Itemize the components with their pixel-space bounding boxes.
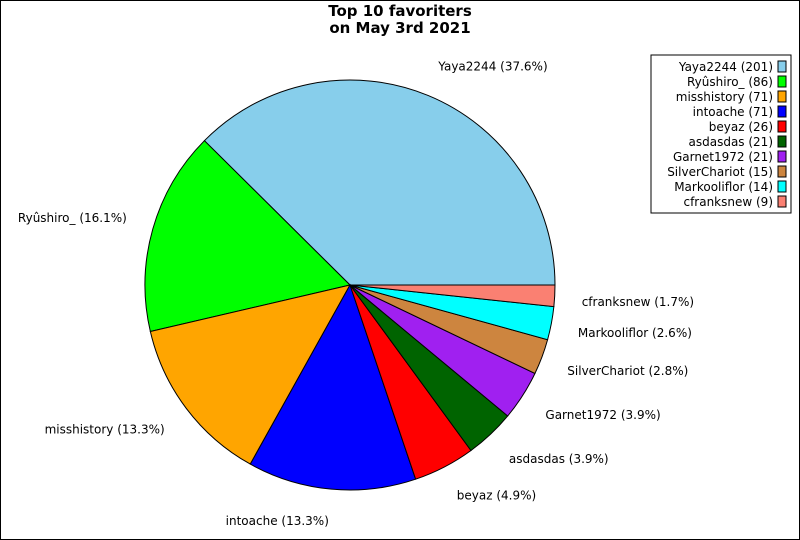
slice-label-asdasdas: asdasdas (3.9%) [509, 452, 609, 466]
slice-label-intoache: intoache (13.3%) [226, 514, 329, 528]
legend: Yaya2244 (201)Ryûshiro_ (86)misshistory … [650, 54, 792, 214]
legend-swatch-garnet1972 [777, 150, 787, 163]
legend-label-intoache: intoache (71) [693, 105, 773, 119]
legend-swatch-silverchariot [777, 165, 787, 178]
legend-swatch-misshistory [777, 90, 787, 103]
legend-box [650, 54, 792, 214]
pie-slice-intoache [249, 283, 417, 491]
pie-slice-misshistory [149, 284, 351, 465]
chart-title-line-2: on May 3rd 2021 [329, 19, 471, 37]
legend-label-silverchariot: SilverChariot (15) [667, 165, 773, 179]
slice-label-beyaz: beyaz (4.9%) [457, 489, 536, 503]
legend-label-misshistory: misshistory (71) [676, 90, 773, 104]
legend-label-ryushiro: Ryûshiro_ (86) [687, 75, 773, 89]
pie-slices [144, 79, 556, 491]
legend-label-cfranksnew: cfranksnew (9) [683, 195, 773, 209]
legend-label-markooliflor: Markooliflor (14) [674, 180, 773, 194]
legend-label-asdasdas: asdasdas (21) [689, 135, 774, 149]
slice-label-misshistory: misshistory (13.3%) [45, 422, 165, 436]
chart-title: Top 10 favoriters on May 3rd 2021 [0, 3, 800, 37]
legend-swatch-cfranksnew [777, 195, 787, 208]
chart-title-line-1: Top 10 favoriters [328, 2, 472, 20]
legend-swatch-intoache [777, 105, 787, 118]
slice-label-garnet1972: Garnet1972 (3.9%) [545, 408, 660, 422]
legend-swatch-markooliflor [777, 180, 787, 193]
slice-label-cfranksnew: cfranksnew (1.7%) [582, 295, 694, 309]
legend-label-beyaz: beyaz (26) [709, 120, 773, 134]
legend-label-yaya2244: Yaya2244 (201) [678, 60, 773, 74]
slice-labels: Yaya2244 (37.6%) Ryûshiro_ (16.1%) misshis… [18, 60, 694, 528]
pie-slice-yaya2244 [203, 79, 556, 286]
legend-swatch-asdasdas [777, 135, 787, 148]
pie-slice-ryushiro [144, 139, 351, 333]
pie-slice-cfranksnew [349, 284, 556, 308]
slice-label-markooliflor: Markooliflor (2.6%) [578, 326, 692, 340]
legend-swatch-yaya2244 [777, 60, 787, 73]
legend-label-garnet1972: Garnet1972 (21) [673, 150, 773, 164]
slice-label-silverchariot: SilverChariot (2.8%) [567, 364, 688, 378]
slice-label-yaya2244: Yaya2244 (37.6%) [437, 60, 547, 74]
legend-swatch-ryushiro [777, 75, 787, 88]
legend-swatch-beyaz [777, 120, 787, 133]
slice-label-ryushiro: Ryûshiro_ (16.1%) [18, 211, 127, 225]
